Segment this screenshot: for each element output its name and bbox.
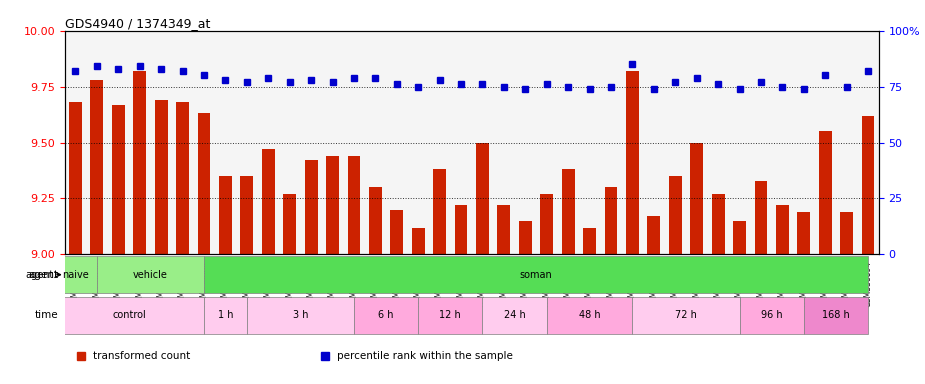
Text: naive: naive xyxy=(62,270,89,280)
Bar xyxy=(690,142,703,384)
Bar xyxy=(390,210,403,384)
Bar xyxy=(412,227,425,384)
Bar xyxy=(304,161,317,384)
FancyBboxPatch shape xyxy=(204,297,247,334)
Bar xyxy=(240,176,253,384)
Text: control: control xyxy=(112,310,146,320)
FancyBboxPatch shape xyxy=(804,297,868,334)
Bar xyxy=(498,205,511,384)
Bar xyxy=(626,71,639,384)
Bar xyxy=(369,187,382,384)
Bar xyxy=(605,187,617,384)
Text: 72 h: 72 h xyxy=(675,310,697,320)
Text: GDS4940 / 1374349_at: GDS4940 / 1374349_at xyxy=(65,17,210,30)
Bar xyxy=(433,169,446,384)
FancyBboxPatch shape xyxy=(97,257,204,293)
Bar xyxy=(819,131,832,384)
FancyBboxPatch shape xyxy=(54,297,204,334)
Bar xyxy=(648,216,660,384)
Bar xyxy=(861,116,874,384)
FancyBboxPatch shape xyxy=(547,297,633,334)
Text: 96 h: 96 h xyxy=(761,310,783,320)
Text: 3 h: 3 h xyxy=(292,310,308,320)
FancyBboxPatch shape xyxy=(483,297,547,334)
Bar xyxy=(711,194,724,384)
FancyBboxPatch shape xyxy=(354,297,418,334)
Bar xyxy=(133,71,146,384)
Bar xyxy=(734,221,746,384)
Bar xyxy=(669,176,682,384)
Text: 168 h: 168 h xyxy=(822,310,850,320)
Bar xyxy=(262,149,275,384)
Text: agent: agent xyxy=(28,270,58,280)
Bar xyxy=(776,205,789,384)
Bar xyxy=(454,205,467,384)
Bar xyxy=(112,104,125,384)
Bar xyxy=(519,221,532,384)
Bar xyxy=(69,102,82,384)
Bar xyxy=(91,80,104,384)
Bar xyxy=(176,102,189,384)
Text: vehicle: vehicle xyxy=(133,270,167,280)
Bar xyxy=(154,100,167,384)
Text: time: time xyxy=(35,310,58,320)
Text: percentile rank within the sample: percentile rank within the sample xyxy=(338,351,513,361)
Text: transformed count: transformed count xyxy=(93,351,191,361)
FancyBboxPatch shape xyxy=(418,297,483,334)
Text: 1 h: 1 h xyxy=(217,310,233,320)
Text: 24 h: 24 h xyxy=(504,310,525,320)
Bar xyxy=(198,113,210,384)
FancyBboxPatch shape xyxy=(739,297,804,334)
FancyBboxPatch shape xyxy=(54,257,97,293)
Text: 6 h: 6 h xyxy=(378,310,394,320)
Text: 12 h: 12 h xyxy=(439,310,462,320)
FancyBboxPatch shape xyxy=(633,297,739,334)
Bar xyxy=(219,176,232,384)
FancyBboxPatch shape xyxy=(247,297,354,334)
Bar xyxy=(583,227,596,384)
Bar xyxy=(840,212,853,384)
Text: 48 h: 48 h xyxy=(579,310,600,320)
Bar xyxy=(755,180,768,384)
Bar xyxy=(476,142,489,384)
Bar xyxy=(327,156,339,384)
Bar xyxy=(283,194,296,384)
Bar xyxy=(348,156,361,384)
Bar xyxy=(540,194,553,384)
Bar xyxy=(561,169,574,384)
Text: soman: soman xyxy=(520,270,552,280)
Text: agent: agent xyxy=(26,270,54,280)
Bar xyxy=(797,212,810,384)
FancyBboxPatch shape xyxy=(204,257,868,293)
